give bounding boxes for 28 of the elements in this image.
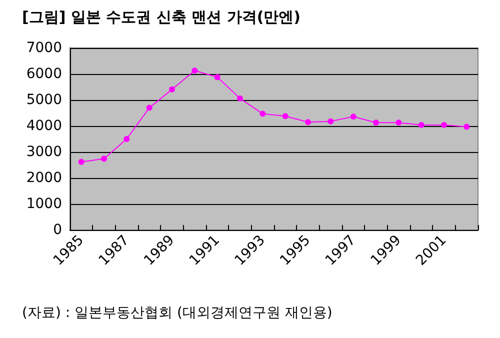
y-tick-label: 0 bbox=[53, 222, 62, 238]
y-tick-label: 6000 bbox=[26, 66, 62, 82]
y-tick-label: 5000 bbox=[26, 92, 62, 108]
point bbox=[101, 156, 107, 162]
y-tick-label: 2000 bbox=[26, 170, 62, 186]
point bbox=[373, 120, 379, 126]
point bbox=[282, 113, 288, 120]
y-tick-label: 1000 bbox=[26, 196, 62, 212]
point bbox=[192, 68, 198, 74]
y-tick-label: 7000 bbox=[26, 40, 62, 56]
chart-title: [그림] 일본 수도권 신축 맨션 가격(만엔) bbox=[22, 8, 301, 27]
y-tick-label: 3000 bbox=[26, 144, 62, 160]
point bbox=[78, 158, 84, 165]
point bbox=[441, 122, 447, 128]
point bbox=[169, 86, 175, 92]
point bbox=[214, 74, 220, 80]
point bbox=[464, 124, 470, 130]
point bbox=[124, 136, 130, 142]
point bbox=[418, 122, 424, 128]
text: (자료) : 일본부동산협회 (대외경제연구원 재인용) bbox=[22, 304, 332, 322]
point bbox=[237, 95, 243, 102]
point bbox=[305, 119, 311, 126]
point bbox=[146, 104, 152, 111]
point bbox=[328, 118, 334, 124]
point bbox=[396, 120, 402, 126]
point bbox=[260, 110, 266, 117]
point bbox=[350, 114, 356, 120]
y-tick-label: 4000 bbox=[26, 118, 62, 134]
